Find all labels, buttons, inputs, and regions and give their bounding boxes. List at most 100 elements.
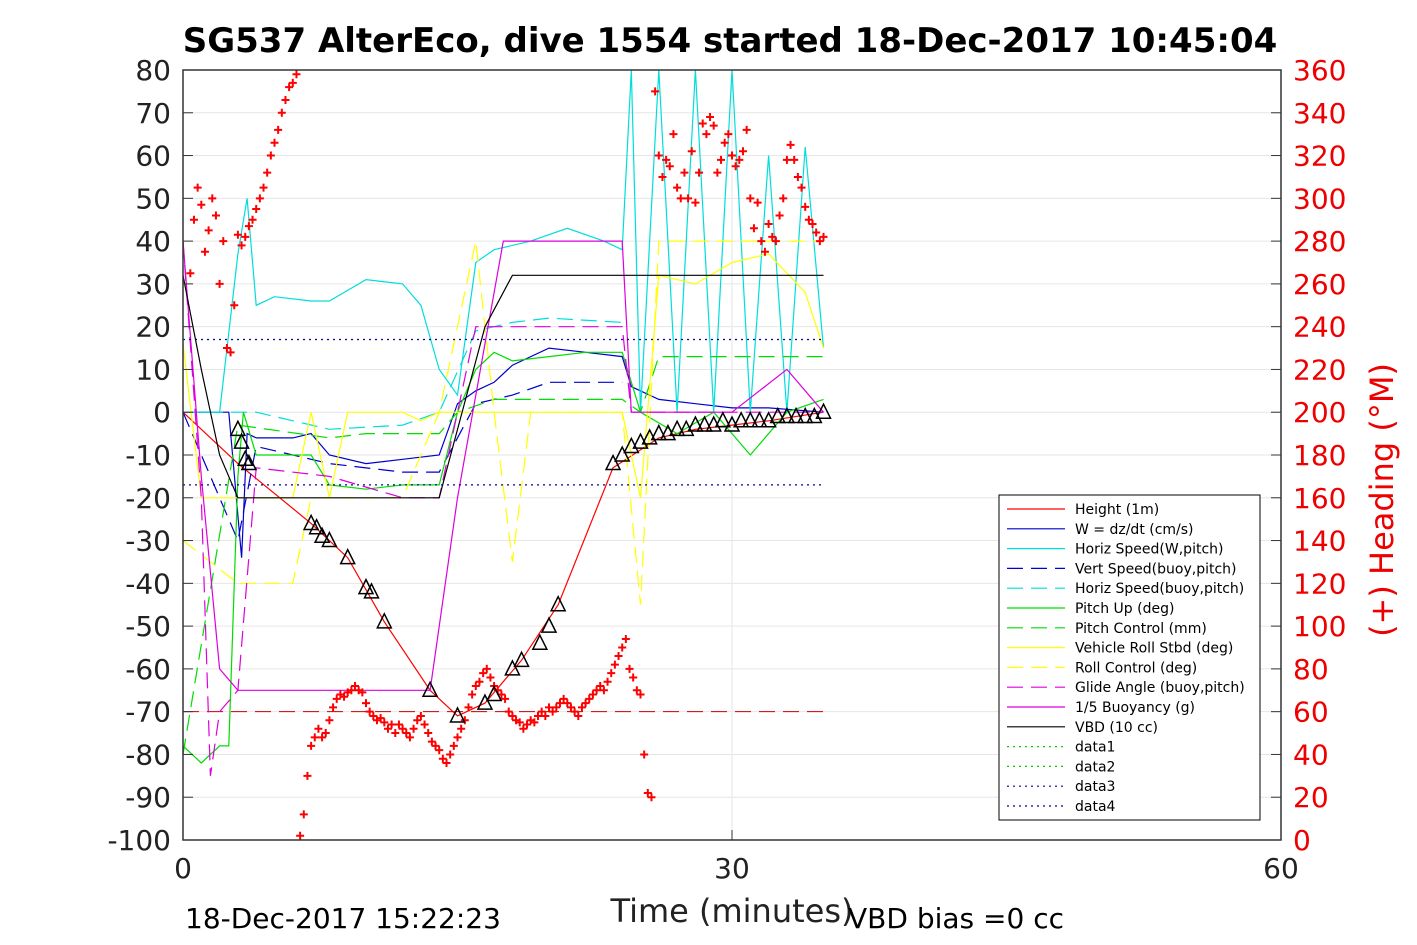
heading-point-105	[570, 707, 579, 716]
heading-point-167	[797, 183, 806, 192]
heading-point-145	[717, 155, 726, 164]
heading-point-114	[603, 677, 612, 686]
right-tick-label-11: 220	[1293, 353, 1346, 386]
series-line-3	[182, 381, 623, 543]
heading-point-171	[812, 228, 821, 237]
heading-point-151	[738, 147, 747, 156]
right-tick-label-18: 360	[1293, 54, 1346, 87]
left-tick-label-17: 70	[135, 97, 171, 130]
waypoint-marker-19	[540, 616, 558, 633]
heading-point-165	[790, 155, 799, 164]
heading-point-132	[669, 130, 678, 139]
waypoint-marker-33	[714, 411, 732, 428]
heading-point-6	[208, 194, 217, 203]
heading-point-58	[398, 724, 407, 733]
heading-point-75	[460, 716, 469, 725]
heading-point-107	[577, 703, 586, 712]
waypoint-marker-8	[339, 547, 356, 565]
waypoint-marker-42	[796, 406, 814, 424]
heading-point-65	[424, 729, 433, 738]
left-tick-label-15: 50	[135, 182, 171, 215]
heading-point-143	[709, 121, 718, 130]
heading-point-119	[621, 634, 630, 643]
heading-point-76	[464, 703, 473, 712]
heading-point-5	[204, 226, 213, 235]
heading-point-160	[771, 237, 780, 246]
legend-label-6: Pitch Control (mm)	[1075, 621, 1207, 637]
right-tick-label-8: 160	[1293, 482, 1346, 515]
heading-point-11	[226, 348, 235, 357]
left-tick-label-12: 20	[135, 311, 171, 344]
heading-point-87	[504, 707, 513, 716]
waypoint-marker-18	[531, 633, 549, 650]
heading-point-38	[325, 716, 334, 725]
heading-point-54	[383, 724, 392, 733]
heading-point-20	[259, 183, 268, 192]
heading-point-150	[735, 155, 744, 164]
heading-point-60	[405, 733, 414, 742]
series-layer	[182, 69, 825, 776]
heading-point-23	[270, 138, 279, 147]
x-axis-label: Time (minutes)	[610, 892, 854, 930]
left-tick-label-3: -70	[125, 696, 171, 729]
series-line-2	[183, 69, 825, 413]
heading-point-1	[189, 215, 198, 224]
heading-point-118	[618, 643, 627, 652]
x-axis-ticks: 0 30 60	[174, 830, 1299, 885]
heading-point-144	[713, 168, 722, 177]
series-line-0	[182, 411, 824, 717]
waypoint-marker-36	[742, 411, 759, 428]
heading-point-73	[453, 733, 462, 742]
heading-point-16	[244, 222, 253, 231]
heading-point-44	[347, 686, 356, 695]
heading-point-153	[746, 194, 755, 203]
heading-point-91	[519, 724, 528, 733]
heading-point-94	[530, 718, 539, 727]
heading-point-115	[607, 669, 616, 678]
heading-point-146	[720, 138, 729, 147]
waypoint-marker-37	[751, 411, 768, 428]
heading-point-68	[435, 746, 444, 755]
right-tick-label-5: 100	[1293, 610, 1346, 643]
waypoint-marker-31	[696, 415, 713, 432]
heading-point-148	[728, 151, 736, 160]
heading-point-121	[629, 673, 638, 682]
right-tick-label-4: 80	[1293, 653, 1329, 686]
heading-point-0	[186, 269, 195, 278]
heading-point-7	[211, 211, 220, 220]
heading-point-92	[523, 720, 532, 729]
heading-point-10	[222, 344, 231, 353]
right-tick-label-16: 320	[1293, 140, 1346, 173]
heading-point-137	[687, 147, 696, 156]
right-tick-label-14: 280	[1293, 225, 1346, 258]
heading-point-101	[555, 699, 564, 708]
right-tick-label-13: 260	[1293, 268, 1346, 301]
heading-point-2	[193, 183, 202, 192]
left-tick-label-10: 0	[153, 396, 171, 429]
heading-point-149	[731, 162, 740, 171]
heading-point-40	[332, 694, 341, 703]
heading-point-90	[515, 718, 524, 727]
heading-point-164	[786, 140, 795, 149]
footer-vbd-bias: VBD bias =0 cc	[848, 902, 1064, 935]
heading-point-59	[402, 729, 411, 738]
heading-point-120	[625, 664, 634, 673]
heading-point-52	[376, 714, 385, 723]
waypoint-marker-7	[321, 530, 338, 548]
heading-point-152	[742, 125, 751, 134]
heading-point-123	[636, 690, 645, 699]
series-line-1	[183, 347, 824, 558]
waypoint-marker-5	[308, 518, 325, 535]
heading-point-47	[358, 688, 367, 697]
waypoint-marker-2	[237, 449, 254, 467]
left-tick-label-9: -10	[125, 439, 171, 472]
heading-point-98	[545, 703, 553, 712]
legend-label-7: Vehicle Roll Stbd (deg)	[1075, 641, 1233, 657]
right-tick-label-0: 0	[1293, 824, 1311, 857]
left-tick-label-5: -50	[125, 610, 171, 643]
left-tick-label-18: 80	[135, 54, 171, 87]
legend: Height (1m) W = dz/dt (cm/s) Horiz Speed(W…	[998, 494, 1261, 821]
heading-point-157	[760, 247, 769, 256]
heading-point-140	[698, 119, 707, 128]
